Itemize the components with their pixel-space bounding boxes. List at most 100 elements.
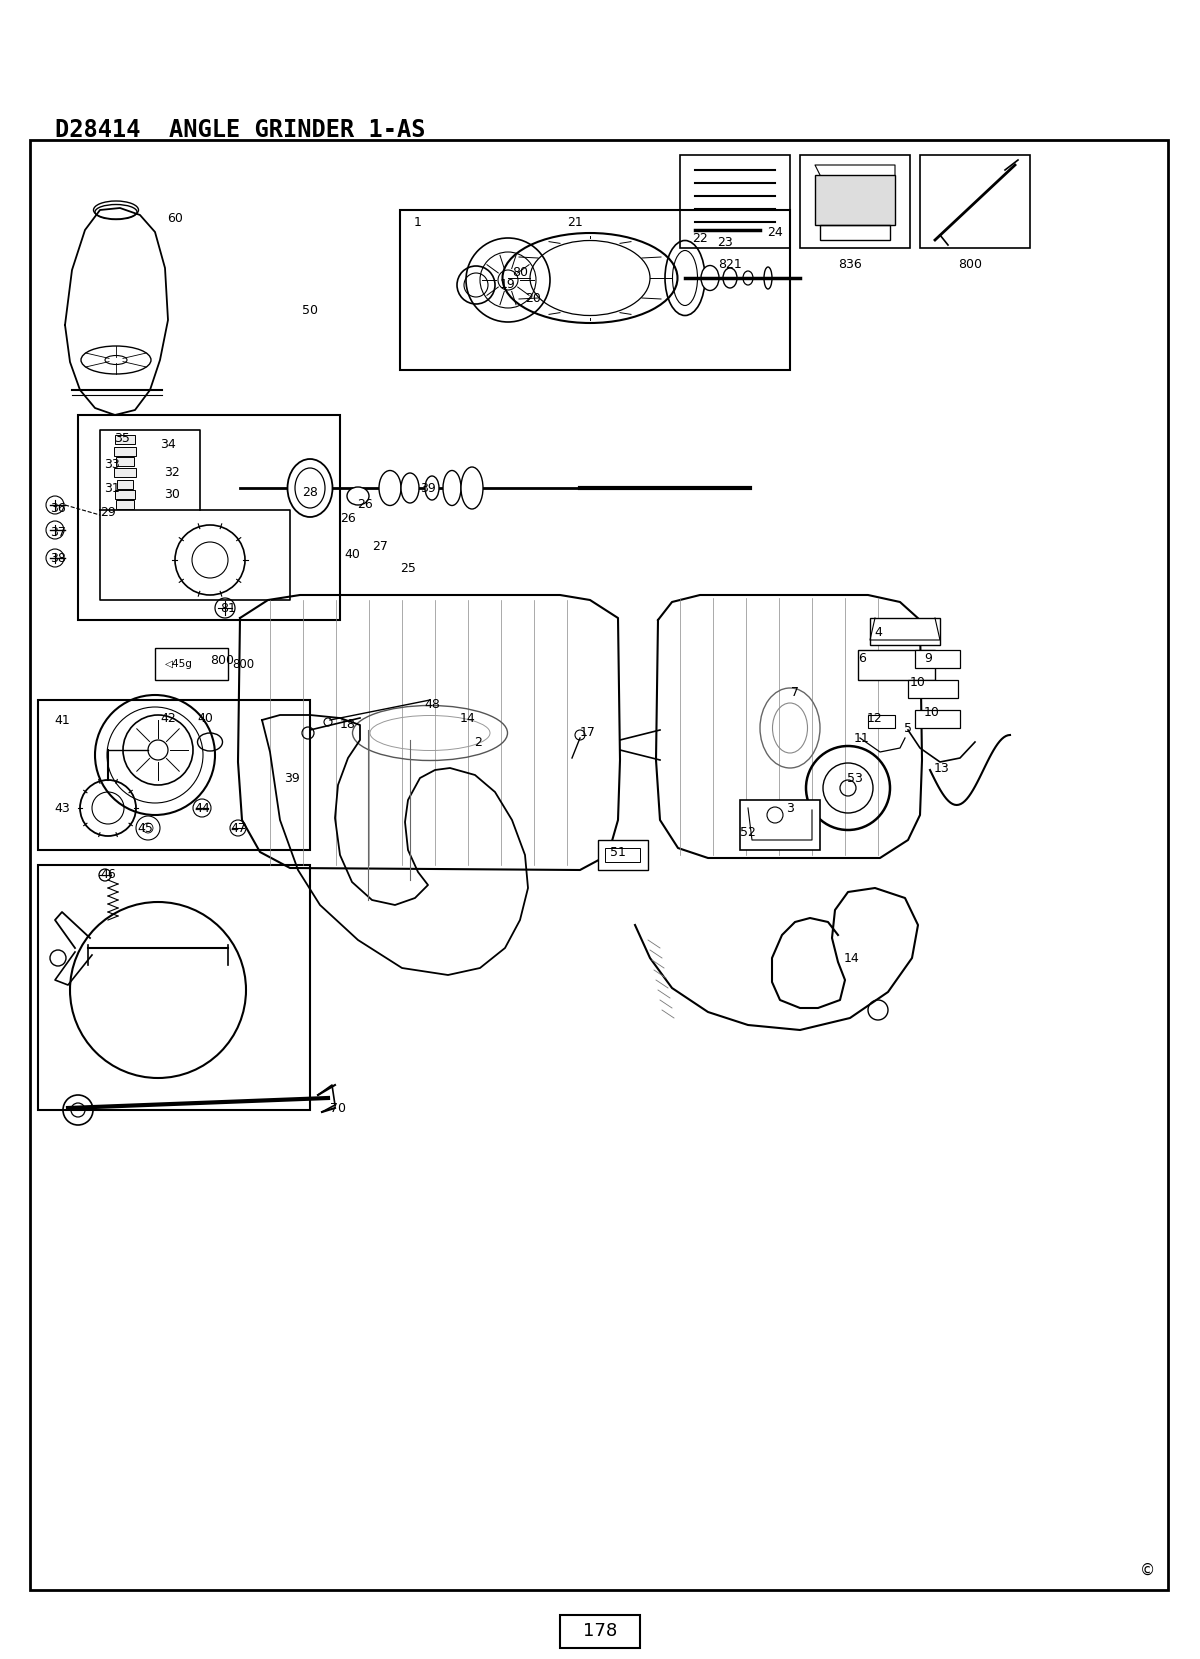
Text: 9: 9 (924, 652, 932, 665)
Text: 48: 48 (424, 698, 440, 712)
Ellipse shape (401, 473, 419, 503)
Text: 45: 45 (137, 821, 152, 834)
Ellipse shape (288, 460, 332, 518)
Text: D28414  ANGLE GRINDER 1-AS: D28414 ANGLE GRINDER 1-AS (55, 118, 426, 143)
Text: 50: 50 (302, 304, 318, 317)
Text: 12: 12 (868, 712, 883, 725)
Bar (605, 848, 640, 863)
Text: 27: 27 (372, 539, 388, 552)
Text: 43: 43 (54, 801, 70, 815)
Bar (115, 489, 134, 499)
Text: 14: 14 (460, 712, 476, 725)
Text: 42: 42 (160, 712, 176, 725)
Text: 44: 44 (194, 801, 210, 815)
Text: 46: 46 (100, 869, 116, 881)
Text: 35: 35 (114, 431, 130, 445)
Text: 80: 80 (512, 265, 528, 279)
Text: 36: 36 (50, 501, 66, 514)
Bar (908, 680, 958, 698)
Bar (116, 456, 134, 466)
Text: 2: 2 (474, 735, 482, 748)
Text: 6: 6 (858, 652, 866, 665)
Text: 23: 23 (718, 236, 733, 249)
Text: 19: 19 (500, 279, 516, 292)
Ellipse shape (425, 476, 439, 499)
Bar (916, 650, 960, 669)
Ellipse shape (461, 466, 482, 509)
Text: 11: 11 (854, 732, 870, 745)
Bar (114, 468, 136, 478)
Text: 10: 10 (910, 675, 926, 688)
Ellipse shape (743, 270, 754, 285)
Bar (30, 139, 1168, 1589)
Bar (680, 154, 790, 247)
Bar (800, 154, 910, 247)
Text: 800: 800 (210, 654, 234, 667)
Text: 31: 31 (104, 481, 120, 494)
Ellipse shape (701, 265, 719, 290)
Text: 800: 800 (958, 259, 982, 270)
Text: 28: 28 (302, 486, 318, 498)
Bar (820, 226, 890, 241)
Text: 178: 178 (583, 1623, 617, 1641)
Text: 26: 26 (340, 511, 356, 524)
Text: 70: 70 (330, 1102, 346, 1115)
Text: 20: 20 (526, 292, 541, 305)
Ellipse shape (443, 471, 461, 506)
Text: 53: 53 (847, 771, 863, 785)
Bar (155, 649, 228, 680)
Text: 21: 21 (568, 216, 583, 229)
Bar (560, 1614, 640, 1647)
Text: 1: 1 (414, 216, 422, 229)
Text: 22: 22 (692, 232, 708, 244)
Bar (920, 154, 1030, 247)
Text: 40: 40 (197, 712, 212, 725)
Text: 17: 17 (580, 725, 596, 738)
Text: 41: 41 (54, 713, 70, 727)
Text: 18: 18 (340, 718, 356, 732)
Ellipse shape (379, 471, 401, 506)
Bar (400, 211, 790, 370)
Bar (115, 435, 134, 445)
Bar (868, 715, 895, 728)
Text: 10: 10 (924, 705, 940, 718)
Text: 38: 38 (50, 551, 66, 564)
Bar (815, 174, 895, 226)
Text: 39: 39 (420, 481, 436, 494)
Bar (38, 864, 310, 1110)
Text: 60: 60 (167, 211, 182, 224)
Text: 821: 821 (718, 259, 742, 270)
Text: 3: 3 (786, 801, 794, 815)
Bar (114, 446, 136, 456)
Bar (858, 650, 935, 680)
Text: 7: 7 (791, 685, 799, 698)
Text: 30: 30 (164, 488, 180, 501)
Bar (78, 415, 340, 620)
Bar (116, 499, 134, 509)
Ellipse shape (722, 269, 737, 289)
Text: 4: 4 (874, 625, 882, 639)
Text: 14: 14 (844, 952, 860, 964)
Text: ◁45g: ◁45g (166, 659, 193, 669)
Bar (598, 839, 648, 869)
Text: 47: 47 (230, 821, 246, 834)
Bar (916, 710, 960, 728)
Text: 33: 33 (104, 458, 120, 471)
Text: 51: 51 (610, 846, 626, 858)
Text: 25: 25 (400, 561, 416, 574)
Bar (740, 800, 820, 849)
Text: 836: 836 (838, 259, 862, 270)
Text: 52: 52 (740, 826, 756, 838)
Text: 40: 40 (344, 549, 360, 561)
Bar (38, 700, 310, 849)
Text: 5: 5 (904, 722, 912, 735)
Text: 24: 24 (767, 226, 782, 239)
Text: 39: 39 (284, 771, 300, 785)
Text: 26: 26 (358, 498, 373, 511)
Ellipse shape (347, 488, 370, 504)
Text: 13: 13 (934, 761, 950, 775)
Text: 34: 34 (160, 438, 176, 451)
Text: 81: 81 (220, 602, 236, 614)
Bar (118, 479, 133, 489)
Text: 37: 37 (50, 526, 66, 539)
